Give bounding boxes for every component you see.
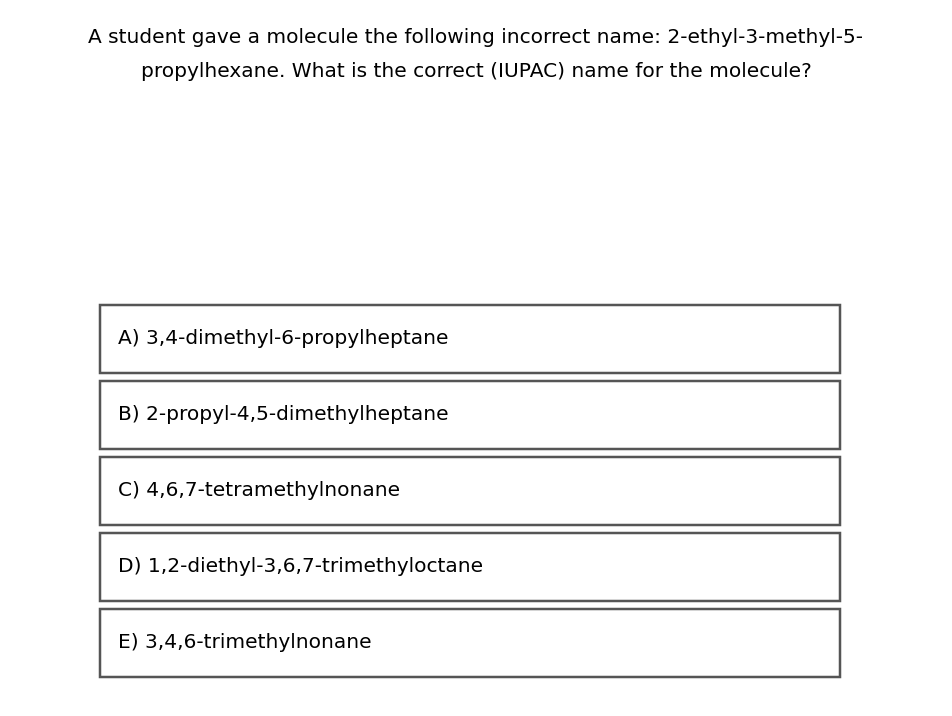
FancyBboxPatch shape bbox=[100, 381, 840, 449]
Text: B) 2-propyl-4,5-dimethylheptane: B) 2-propyl-4,5-dimethylheptane bbox=[118, 405, 448, 425]
Text: E) 3,4,6-trimethylnonane: E) 3,4,6-trimethylnonane bbox=[118, 634, 371, 652]
FancyBboxPatch shape bbox=[100, 457, 840, 525]
FancyBboxPatch shape bbox=[100, 305, 840, 373]
FancyBboxPatch shape bbox=[100, 609, 840, 677]
Text: D) 1,2-diethyl-3,6,7-trimethyloctane: D) 1,2-diethyl-3,6,7-trimethyloctane bbox=[118, 558, 483, 576]
FancyBboxPatch shape bbox=[100, 533, 840, 601]
Text: propylhexane. What is the correct (IUPAC) name for the molecule?: propylhexane. What is the correct (IUPAC… bbox=[141, 62, 811, 81]
Text: A student gave a molecule the following incorrect name: 2-ethyl-3-methyl-5-: A student gave a molecule the following … bbox=[89, 28, 863, 47]
Text: A) 3,4-dimethyl-6-propylheptane: A) 3,4-dimethyl-6-propylheptane bbox=[118, 329, 448, 349]
Text: C) 4,6,7-tetramethylnonane: C) 4,6,7-tetramethylnonane bbox=[118, 481, 400, 500]
